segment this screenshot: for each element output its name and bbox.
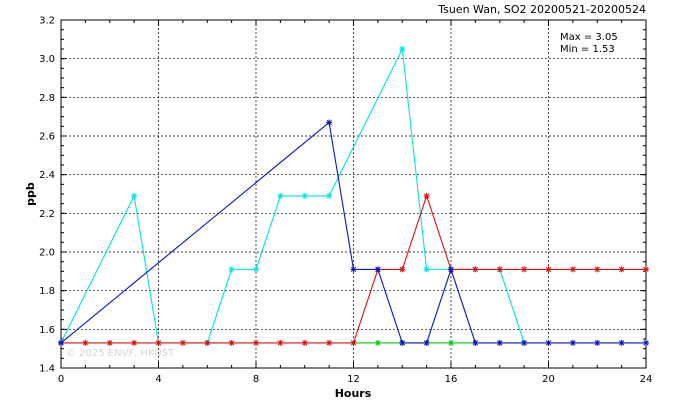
data-point (326, 119, 333, 126)
data-point (228, 266, 235, 273)
y-tick-label: 2.0 (39, 248, 55, 259)
data-point (179, 339, 186, 346)
data-point (594, 339, 601, 346)
data-point (204, 339, 211, 346)
data-point (131, 192, 138, 199)
data-point (643, 266, 649, 273)
data-point (82, 339, 89, 346)
data-point (399, 266, 406, 273)
y-tick-label: 2.8 (39, 93, 55, 104)
tick-layer: 0 4 8 12 16 20 24 1.4 1.6 1.8 2.0 2.2 2.4 2.6 2.8 3.0 3.… (39, 16, 652, 386)
watermark: © 2025 ENVF, HKUST (66, 348, 175, 359)
data-point (496, 339, 503, 346)
x-tick-label: 0 (58, 374, 64, 385)
data-point (521, 266, 528, 273)
data-point (569, 266, 576, 273)
data-point (301, 192, 308, 199)
data-point (618, 339, 625, 346)
data-point (374, 266, 381, 273)
data-point (423, 339, 430, 346)
data-point (326, 192, 333, 199)
chart-title: Tsuen Wan, SO2 20200521-20200524 (437, 3, 646, 16)
x-tick-label: 4 (155, 374, 161, 385)
data-point (545, 266, 552, 273)
x-tick-label: 16 (445, 374, 458, 385)
data-point (399, 339, 406, 346)
data-point (448, 339, 454, 346)
data-point (374, 339, 381, 346)
min-label: Min = 1.53 (560, 44, 615, 55)
x-tick-label: 20 (542, 374, 555, 385)
grid-layer (61, 20, 646, 368)
data-point (155, 339, 162, 346)
data-point (350, 339, 357, 346)
data-point (521, 339, 528, 346)
data-point (594, 266, 601, 273)
series-3 (58, 119, 649, 346)
x-axis-title: Hours (335, 387, 372, 400)
data-point (423, 266, 430, 273)
y-tick-label: 1.6 (39, 325, 55, 336)
y-tick-label: 1.4 (39, 364, 55, 375)
series-line (60, 47, 525, 344)
data-point (472, 339, 479, 346)
data-point (545, 339, 552, 346)
y-tick-label: 1.8 (39, 286, 55, 297)
data-point (106, 339, 113, 346)
data-point (496, 266, 503, 273)
max-label: Max = 3.05 (560, 32, 618, 43)
series-layer (58, 46, 649, 346)
data-point (350, 266, 357, 273)
data-point (277, 192, 284, 199)
y-tick-label: 2.2 (39, 209, 55, 220)
data-point (423, 192, 430, 199)
data-point (58, 339, 64, 346)
data-point (326, 339, 333, 346)
x-tick-label: 12 (347, 374, 360, 385)
data-point (301, 339, 308, 346)
data-point (131, 339, 138, 346)
data-point (253, 266, 259, 273)
data-point (228, 339, 235, 346)
data-point (448, 266, 454, 273)
data-point (277, 339, 284, 346)
y-axis-title: ppb (24, 182, 37, 206)
data-point (253, 339, 259, 346)
y-tick-label: 2.6 (39, 132, 55, 143)
y-tick-label: 3.0 (39, 54, 55, 65)
y-tick-label: 3.2 (39, 16, 55, 27)
x-tick-label: 24 (640, 374, 653, 385)
data-point (399, 46, 406, 52)
data-point (618, 266, 625, 273)
data-point (569, 339, 576, 346)
data-point (472, 266, 479, 273)
y-tick-label: 2.4 (39, 170, 55, 181)
series-0 (58, 46, 528, 346)
x-tick-label: 8 (253, 374, 259, 385)
data-point (643, 339, 649, 346)
